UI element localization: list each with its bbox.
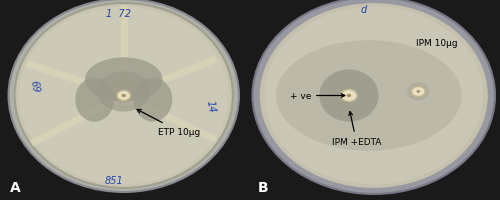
- Ellipse shape: [97, 72, 150, 112]
- Ellipse shape: [412, 87, 425, 97]
- Text: 1  72: 1 72: [106, 9, 132, 19]
- Text: 14: 14: [205, 99, 217, 113]
- Ellipse shape: [8, 0, 239, 192]
- Text: d: d: [360, 5, 367, 15]
- Text: 69: 69: [28, 79, 40, 93]
- Ellipse shape: [416, 91, 420, 93]
- Ellipse shape: [85, 58, 162, 102]
- Text: A: A: [10, 180, 20, 194]
- Ellipse shape: [14, 4, 233, 188]
- Ellipse shape: [117, 91, 130, 101]
- Text: B: B: [258, 180, 268, 194]
- Ellipse shape: [252, 0, 495, 194]
- Ellipse shape: [341, 90, 357, 102]
- Text: IPM 10μg: IPM 10μg: [416, 39, 458, 48]
- Ellipse shape: [122, 94, 126, 98]
- Ellipse shape: [75, 78, 114, 122]
- Ellipse shape: [19, 8, 229, 184]
- Ellipse shape: [320, 70, 378, 122]
- Text: IPM +EDTA: IPM +EDTA: [332, 112, 381, 146]
- Ellipse shape: [347, 94, 351, 98]
- Ellipse shape: [407, 83, 430, 101]
- Ellipse shape: [258, 3, 489, 189]
- Text: 851: 851: [104, 175, 124, 185]
- Text: ETP 10μg: ETP 10μg: [137, 110, 200, 136]
- Ellipse shape: [276, 41, 462, 151]
- Ellipse shape: [134, 78, 172, 122]
- Ellipse shape: [264, 8, 483, 184]
- Text: + ve: + ve: [290, 92, 345, 100]
